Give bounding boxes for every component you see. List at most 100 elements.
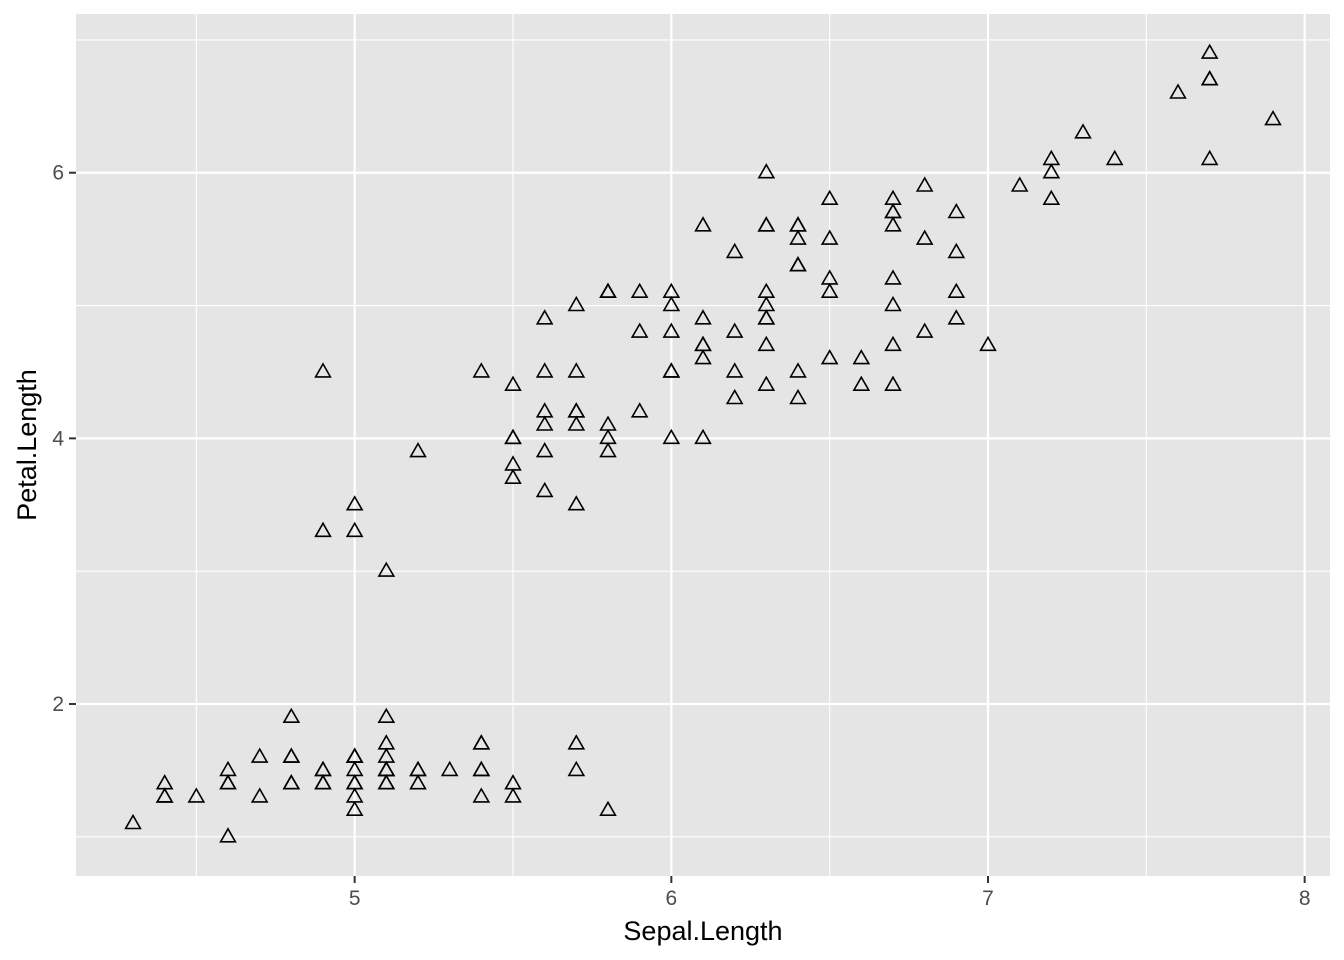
data-point: [694, 428, 712, 445]
data-point: [377, 561, 396, 577]
y-tick-label: 4: [52, 427, 64, 450]
x-tick-label: 7: [982, 887, 994, 910]
data-point: [504, 428, 522, 445]
data-point: [884, 202, 902, 219]
data-point: [504, 468, 522, 485]
data-point: [567, 295, 586, 312]
data-point: [789, 388, 807, 405]
minor-gridlines: [76, 14, 1330, 876]
data-point: [947, 203, 966, 219]
data-point: [155, 787, 174, 803]
data-point: [504, 375, 522, 392]
data-point: [250, 787, 269, 803]
data-point: [725, 322, 744, 338]
data-point: [1042, 163, 1061, 179]
data-point: [1169, 83, 1187, 99]
data-point: [757, 309, 776, 325]
data-point: [599, 282, 617, 299]
data-point: [345, 747, 364, 763]
data-point: [377, 747, 396, 763]
data-point: [567, 362, 586, 378]
x-tick-label: 8: [1299, 887, 1311, 910]
data-point: [662, 322, 681, 338]
data-point: [567, 734, 586, 750]
data-point: [1200, 70, 1219, 86]
plot-panel: [76, 14, 1330, 876]
data-point: [504, 787, 522, 803]
data-point: [1200, 43, 1219, 59]
data-point: [915, 229, 934, 245]
y-tick-label: 2: [52, 693, 64, 716]
y-axis-title: Petal.Length: [12, 369, 42, 521]
data-point: [757, 163, 776, 179]
data-point: [757, 335, 776, 352]
data-point: [345, 521, 364, 538]
data-point: [440, 760, 459, 777]
data-point: [345, 774, 364, 790]
data-point: [1200, 149, 1219, 166]
data-point: [250, 747, 269, 763]
data-point: [947, 309, 966, 325]
data-point: [1010, 176, 1029, 192]
data-point: [820, 282, 839, 299]
data-point: [820, 229, 839, 245]
data-point: [472, 734, 491, 750]
data-point: [979, 335, 997, 352]
data-point: [314, 521, 332, 538]
data-point: [377, 774, 396, 790]
data-point: [915, 176, 934, 192]
data-point: [472, 787, 491, 803]
major-gridlines: [76, 14, 1330, 876]
data-point: [377, 760, 396, 777]
data-point: [345, 495, 364, 511]
data-point: [535, 362, 554, 378]
data-point: [409, 441, 427, 458]
data-point: [219, 827, 237, 843]
data-point: [947, 242, 966, 259]
data-point: [409, 774, 427, 790]
data-point: [567, 760, 586, 777]
data-point: [820, 189, 839, 205]
data-point: [884, 375, 902, 392]
data-point: [282, 774, 301, 790]
data-point: [535, 481, 554, 498]
data-point: [187, 787, 206, 803]
x-tick-label: 5: [349, 887, 361, 910]
y-tick-label: 6: [52, 162, 64, 185]
data-point: [820, 349, 839, 365]
data-point: [1074, 123, 1092, 139]
data-point: [345, 800, 364, 817]
data-point: [694, 349, 712, 365]
data-point: [599, 428, 617, 445]
data-point: [535, 415, 554, 431]
x-axis-title: Sepal.Length: [623, 916, 782, 946]
data-point: [884, 295, 902, 312]
data-point: [314, 362, 332, 378]
data-point: [535, 441, 554, 458]
data-point: [662, 295, 681, 312]
data-point: [789, 256, 807, 272]
data-point: [472, 760, 491, 777]
data-point: [694, 216, 712, 232]
data-point: [725, 362, 744, 378]
data-point: [757, 375, 776, 392]
data-point: [599, 441, 617, 458]
y-axis-ticks: 2 4 6: [52, 162, 76, 716]
data-point: [535, 402, 554, 418]
data-point: [852, 375, 871, 392]
data-point: [314, 774, 332, 790]
data-point: [219, 774, 237, 790]
data-point: [757, 216, 776, 232]
data-point: [345, 787, 364, 803]
data-point: [884, 269, 902, 285]
data-point: [282, 707, 301, 724]
data-point: [789, 229, 807, 245]
data-point: [725, 388, 744, 405]
data-point: [630, 322, 649, 338]
data-point: [1264, 109, 1282, 126]
data-point: [630, 402, 649, 418]
data-points: [124, 43, 1282, 843]
x-tick-label: 6: [665, 887, 677, 910]
data-point: [915, 322, 934, 338]
